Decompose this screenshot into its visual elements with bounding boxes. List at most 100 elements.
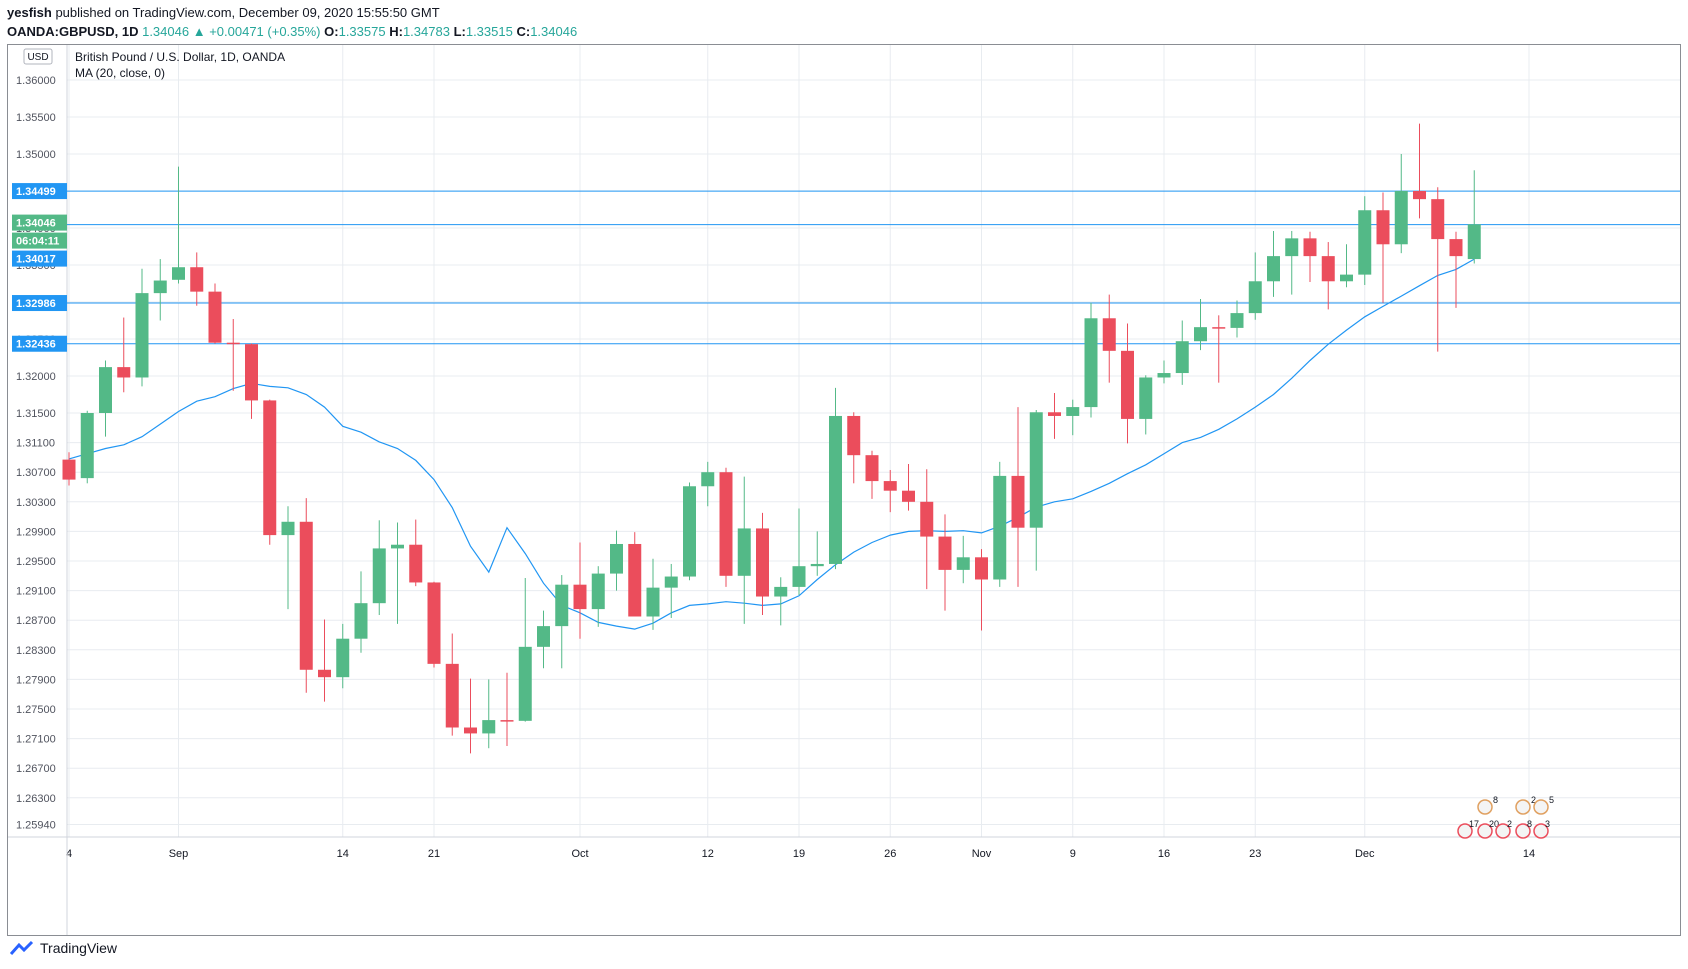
candle-up — [1194, 327, 1207, 342]
x-tick-label: 4 — [66, 848, 72, 860]
candle-up — [391, 544, 404, 549]
countdown-badge: 06:04:11 — [16, 236, 59, 248]
author-name[interactable]: yesfish — [7, 5, 52, 20]
footer: TradingView — [10, 940, 117, 956]
x-tick-label: 14 — [337, 848, 349, 860]
y-tick-label: 1.25940 — [16, 819, 56, 831]
candle-down — [226, 342, 240, 345]
y-tick-label: 1.28300 — [16, 645, 56, 657]
currency-button-label: USD — [27, 52, 48, 63]
candle-up — [555, 584, 569, 627]
candle-down — [1011, 475, 1025, 528]
candle-up — [993, 475, 1007, 580]
low-label: L: — [453, 24, 466, 39]
candle-up — [482, 720, 496, 734]
candle-up — [1230, 313, 1244, 328]
y-tick-label: 1.29500 — [16, 556, 56, 568]
candle-up — [664, 576, 678, 588]
candle-down — [756, 528, 769, 597]
y-tick-label: 1.26300 — [16, 793, 56, 805]
low-value: 1.33515 — [465, 24, 513, 39]
y-tick-label: 1.27500 — [16, 704, 56, 716]
candle-up — [1029, 412, 1043, 528]
candle-up — [172, 267, 185, 280]
x-tick-label: 21 — [428, 848, 440, 860]
chart-title: British Pound / U.S. Dollar, 1D, OANDA — [75, 50, 285, 64]
y-tick-label: 1.26700 — [16, 763, 56, 775]
candle-up — [683, 486, 696, 577]
footer-brand[interactable]: TradingView — [40, 940, 118, 956]
event-flag-icon — [1495, 823, 1511, 839]
event-count: 8 — [1493, 795, 1498, 805]
ohlc-line: OANDA:GBPUSD, 1D 1.34046 ▲ +0.00471 (+0.… — [7, 22, 577, 41]
candle-up — [80, 413, 94, 479]
candle-down — [245, 344, 258, 401]
candle-up — [135, 293, 149, 378]
candle-up — [354, 603, 368, 639]
price-level-badge: 1.32436 — [16, 339, 56, 351]
event-count: 2 — [1507, 819, 1512, 829]
y-tick-label: 1.27900 — [16, 674, 56, 686]
candle-up — [646, 587, 660, 617]
y-tick-label: 1.35500 — [16, 112, 56, 124]
x-tick-label: 16 — [1158, 848, 1170, 860]
candle-up — [792, 566, 806, 587]
candle-up — [1066, 407, 1080, 416]
event-count: 17 — [1469, 819, 1479, 829]
event-count: 2 — [1531, 795, 1536, 805]
y-tick-label: 1.29900 — [16, 526, 56, 538]
candle-down — [1102, 318, 1116, 351]
candle-up — [1340, 274, 1353, 282]
ma-line — [68, 258, 1475, 630]
candle-down — [1121, 350, 1134, 419]
candle-down — [409, 544, 423, 583]
y-tick-label: 1.31100 — [16, 438, 55, 450]
x-tick-label: 14 — [1523, 848, 1535, 860]
price-level-badge-bg — [12, 183, 67, 200]
event-count: 8 — [1527, 819, 1532, 829]
open-value: 1.33575 — [338, 24, 386, 39]
candle-up — [99, 367, 112, 413]
candle-up — [336, 638, 350, 678]
candle-down — [628, 543, 642, 617]
candle-down — [883, 481, 897, 491]
candle-down — [1048, 412, 1061, 416]
y-tick-label: 1.36000 — [16, 75, 56, 87]
candle-down — [190, 267, 204, 292]
candle-down — [500, 720, 514, 722]
event-flag-icon — [1477, 823, 1493, 839]
y-tick-label: 1.30300 — [16, 497, 56, 509]
close-label: C: — [516, 24, 531, 39]
candle-down — [1431, 199, 1445, 240]
y-tick-label: 1.35000 — [16, 149, 56, 161]
candle-up — [1157, 373, 1171, 378]
event-flag-icon — [1477, 799, 1493, 815]
candle-up — [1267, 256, 1280, 282]
candle-up — [1084, 318, 1098, 408]
candlestick-chart[interactable]: 1.360001.355001.350001.345001.340001.335… — [8, 45, 1680, 935]
x-tick-label: 12 — [702, 848, 714, 860]
chart-header: yesfish published on TradingView.com, De… — [7, 3, 577, 41]
candle-up — [591, 573, 605, 610]
candle-down — [847, 415, 861, 456]
symbol-label: OANDA:GBPUSD, 1D — [7, 24, 139, 39]
candle-up — [829, 415, 842, 564]
tradingview-logo-icon — [10, 940, 34, 955]
candle-up — [1467, 224, 1481, 260]
x-tick-label: Sep — [169, 848, 189, 860]
candle-down — [318, 669, 331, 678]
candle-down — [920, 501, 934, 537]
candle-up — [1248, 281, 1262, 314]
candle-down — [62, 459, 76, 480]
candle-up — [281, 521, 295, 536]
alt-price-badge-bg — [12, 250, 67, 267]
candle-down — [865, 455, 879, 482]
candle-down — [1303, 238, 1317, 257]
currency-button[interactable] — [23, 48, 53, 65]
candle-up — [610, 543, 623, 574]
candle-up — [956, 557, 970, 570]
candle-up — [1394, 191, 1408, 245]
candle-up — [701, 472, 715, 487]
candle-down — [117, 367, 131, 378]
candle-up — [810, 563, 824, 567]
